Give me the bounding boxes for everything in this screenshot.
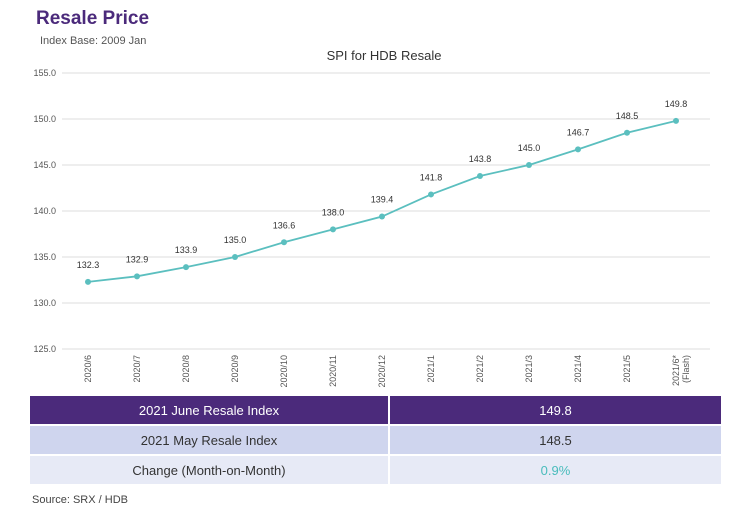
data-label: 145.0 <box>518 143 541 153</box>
summary-table: 2021 June Resale Index 149.8 2021 May Re… <box>30 396 721 484</box>
data-point <box>281 239 287 246</box>
y-tick-label: 150.0 <box>33 114 56 124</box>
summary-label: Change (Month-on-Month) <box>30 456 388 484</box>
summary-row-may: 2021 May Resale Index 148.5 <box>30 426 721 454</box>
data-label: 138.0 <box>322 207 345 217</box>
x-tick-label: 2021/5 <box>622 355 632 383</box>
index-base-subtitle: Index Base: 2009 Jan <box>40 35 147 47</box>
data-label: 135.0 <box>224 235 247 245</box>
data-point <box>428 191 434 198</box>
data-label: 132.3 <box>77 260 100 270</box>
data-point <box>477 173 483 180</box>
x-tick-label: 2021/4 <box>573 355 583 383</box>
y-axis-ticks: 125.0 130.0 135.0 140.0 145.0 150.0 155.0 <box>33 68 56 354</box>
x-tick-label: 2020/6 <box>83 355 93 383</box>
chart-title: SPI for HDB Resale <box>327 48 442 63</box>
data-point <box>526 162 532 168</box>
y-tick-label: 145.0 <box>33 160 56 170</box>
y-tick-label: 135.0 <box>33 252 56 262</box>
x-tick-label: 2020/9 <box>230 355 240 383</box>
data-point <box>330 226 336 233</box>
data-labels: 132.3 132.9 133.9 135.0 136.6 138.0 139.4 141.8… <box>77 99 688 270</box>
x-tick-label: 2020/7 <box>132 355 142 383</box>
summary-value: 148.5 <box>390 426 721 454</box>
x-tick-label: 2021/2 <box>475 355 485 383</box>
y-tick-label: 130.0 <box>33 298 56 308</box>
summary-value: 149.8 <box>390 396 721 424</box>
data-point <box>624 129 630 136</box>
x-tick-label: 2021/3 <box>524 355 534 383</box>
data-label: 136.6 <box>273 220 296 230</box>
data-label: 148.5 <box>616 111 639 121</box>
x-tick-label: 2020/11 <box>328 355 338 387</box>
data-label: 143.8 <box>469 154 492 164</box>
data-label: 141.8 <box>420 172 443 182</box>
y-tick-label: 155.0 <box>33 68 56 78</box>
y-tick-label: 125.0 <box>33 344 56 354</box>
summary-row-change: Change (Month-on-Month) 0.9% <box>30 456 721 484</box>
x-tick-label: 2020/10 <box>279 355 289 388</box>
data-label: 146.7 <box>567 127 590 137</box>
summary-label: 2021 May Resale Index <box>30 426 388 454</box>
x-tick-label: 2020/8 <box>181 355 191 383</box>
data-point <box>575 146 581 153</box>
data-point <box>379 213 385 220</box>
x-tick-label: 2021/6* <box>671 355 681 387</box>
summary-row-june: 2021 June Resale Index 149.8 <box>30 396 721 424</box>
data-point <box>85 278 91 285</box>
data-label: 133.9 <box>175 245 198 255</box>
grid-lines <box>62 72 710 350</box>
data-label: 139.4 <box>371 195 394 205</box>
x-tick-sublabel: (Flash) <box>681 355 691 383</box>
x-axis-ticks: 2020/6 2020/7 2020/8 2020/9 2020/10 2020/11 20… <box>83 355 691 388</box>
data-label: 132.9 <box>126 254 149 264</box>
y-tick-label: 140.0 <box>33 206 56 216</box>
data-label: 149.8 <box>665 99 688 109</box>
summary-label: 2021 June Resale Index <box>30 396 388 424</box>
spi-line-chart: SPI for HDB Resale 125.0130.0135.0140.01… <box>33 48 710 388</box>
page-title: Resale Price <box>36 8 150 29</box>
source-note: Source: SRX / HDB <box>32 494 128 506</box>
series-points <box>85 117 679 285</box>
x-tick-label: 2020/12 <box>377 355 387 388</box>
data-point <box>134 273 140 280</box>
data-point <box>183 264 189 271</box>
data-point <box>673 117 679 124</box>
summary-value: 0.9% <box>390 456 721 484</box>
data-point <box>232 254 238 260</box>
x-tick-label: 2021/1 <box>426 355 436 383</box>
